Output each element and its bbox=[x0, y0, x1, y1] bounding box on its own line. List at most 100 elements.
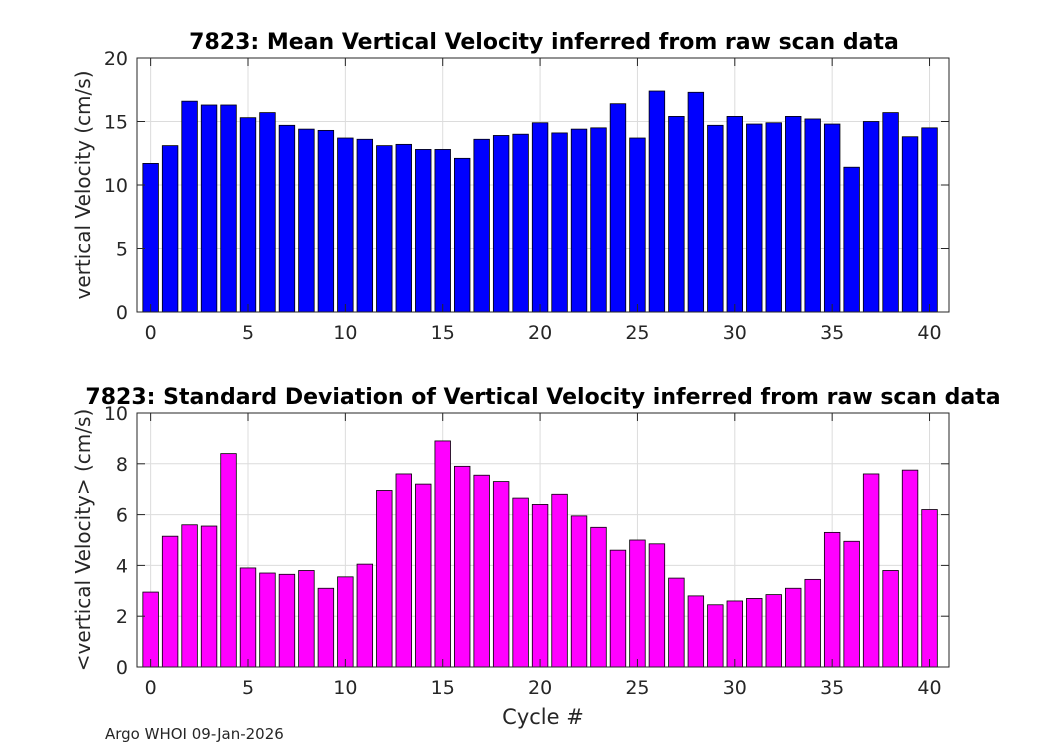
bar bbox=[395, 143, 412, 313]
bar bbox=[823, 123, 841, 313]
bar bbox=[181, 100, 198, 313]
bar bbox=[317, 587, 335, 668]
bar bbox=[629, 137, 646, 313]
bar bbox=[707, 604, 724, 668]
bar bbox=[278, 573, 296, 668]
bar bbox=[901, 469, 919, 668]
bar bbox=[570, 128, 588, 313]
bar bbox=[707, 124, 724, 313]
x-tick-label: 20 bbox=[528, 677, 552, 699]
bar bbox=[668, 577, 685, 668]
bar bbox=[765, 122, 782, 313]
y-tick-label: 2 bbox=[116, 606, 128, 628]
bar bbox=[454, 465, 471, 668]
x-tick-label: 30 bbox=[723, 322, 747, 344]
bar bbox=[862, 121, 880, 313]
x-tick-label: 15 bbox=[431, 677, 455, 699]
bar bbox=[259, 572, 276, 668]
x-tick-label: 25 bbox=[625, 322, 649, 344]
bar bbox=[298, 570, 315, 668]
bar bbox=[843, 166, 860, 313]
bar bbox=[921, 509, 938, 668]
bar bbox=[843, 540, 860, 668]
bar bbox=[161, 145, 179, 313]
bar bbox=[726, 600, 743, 668]
x-tick-label: 40 bbox=[917, 322, 941, 344]
bar bbox=[804, 118, 821, 313]
bar bbox=[746, 598, 763, 668]
bar bbox=[473, 138, 490, 313]
y-tick-label: 6 bbox=[116, 505, 128, 527]
bar bbox=[454, 157, 471, 313]
bar bbox=[415, 483, 432, 668]
bar bbox=[181, 524, 198, 668]
bar bbox=[220, 453, 237, 668]
bar bbox=[337, 576, 354, 668]
bar bbox=[746, 123, 763, 313]
bar bbox=[220, 104, 237, 313]
bar bbox=[609, 549, 627, 668]
footer-label: Argo WHOI 09-Jan-2026 bbox=[105, 725, 284, 743]
bar bbox=[278, 124, 296, 313]
bar bbox=[142, 591, 159, 668]
bar bbox=[551, 493, 568, 668]
bar bbox=[376, 490, 393, 668]
bar bbox=[356, 138, 374, 313]
chart-title-2: 7823: Standard Deviation of Vertical Vel… bbox=[85, 385, 1000, 410]
bar bbox=[882, 112, 899, 313]
bar bbox=[570, 515, 588, 668]
bar bbox=[492, 481, 510, 668]
y-tick-label: 8 bbox=[116, 454, 128, 476]
y-tick-label: 10 bbox=[104, 175, 128, 197]
bar bbox=[726, 116, 743, 313]
bar bbox=[415, 149, 432, 313]
y-axis-label-1: vertical Velocity (cm/s) bbox=[71, 71, 95, 300]
bar bbox=[921, 127, 938, 313]
bar bbox=[648, 90, 666, 313]
x-tick-label: 30 bbox=[723, 677, 747, 699]
bar bbox=[590, 127, 607, 313]
y-axis-label-2: <vertical Velocity> (cm/s) bbox=[71, 409, 95, 672]
axes-box-2 bbox=[136, 412, 950, 668]
x-tick-label: 25 bbox=[625, 677, 649, 699]
bar bbox=[473, 474, 490, 668]
bar bbox=[687, 91, 705, 313]
bar bbox=[142, 163, 159, 313]
x-tick-label: 0 bbox=[145, 677, 157, 699]
x-tick-label: 5 bbox=[242, 322, 254, 344]
x-tick-label: 15 bbox=[431, 322, 455, 344]
x-tick-label: 5 bbox=[242, 677, 254, 699]
bar bbox=[609, 103, 627, 313]
bar bbox=[862, 473, 880, 668]
bar bbox=[551, 132, 568, 313]
bar bbox=[629, 539, 646, 668]
bar bbox=[239, 567, 257, 668]
bar bbox=[337, 137, 354, 313]
bar bbox=[785, 587, 802, 668]
bar bbox=[434, 149, 451, 313]
x-tick-label: 10 bbox=[333, 677, 357, 699]
bar bbox=[395, 473, 412, 668]
bar bbox=[804, 578, 821, 668]
bar bbox=[531, 122, 549, 313]
y-tick-label: 10 bbox=[104, 403, 128, 425]
x-axis-label: Cycle # bbox=[502, 705, 584, 729]
bar bbox=[687, 595, 705, 668]
y-tick-label: 15 bbox=[104, 112, 128, 134]
bar bbox=[259, 112, 276, 313]
x-tick-label: 10 bbox=[333, 322, 357, 344]
y-tick-label: 5 bbox=[116, 239, 128, 261]
y-tick-label: 0 bbox=[116, 657, 128, 679]
x-tick-label: 20 bbox=[528, 322, 552, 344]
y-tick-label: 20 bbox=[104, 48, 128, 70]
bar bbox=[376, 145, 393, 313]
bar bbox=[648, 543, 666, 668]
bar bbox=[512, 497, 529, 668]
bar bbox=[901, 136, 919, 313]
bar bbox=[531, 504, 549, 668]
y-tick-label: 0 bbox=[116, 302, 128, 324]
bar bbox=[200, 104, 218, 313]
y-tick-label: 4 bbox=[116, 555, 128, 577]
bar bbox=[882, 570, 899, 668]
